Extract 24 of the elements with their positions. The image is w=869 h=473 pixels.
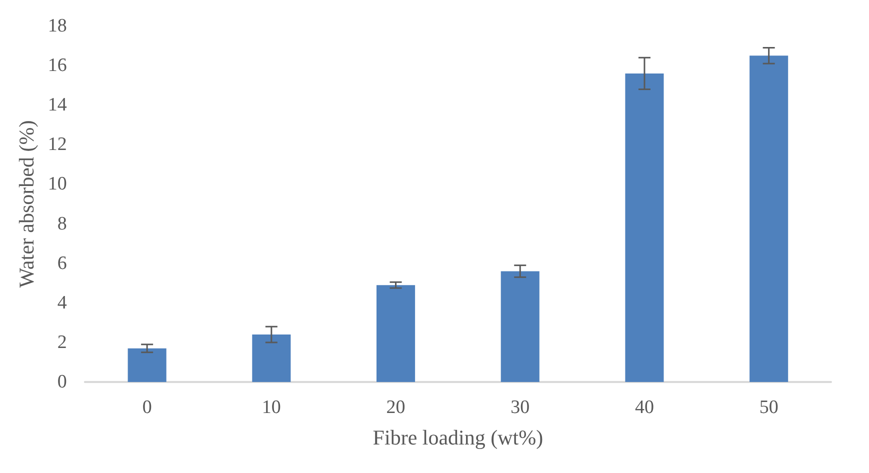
y-tick-label: 6	[57, 252, 67, 274]
y-tick-label: 18	[48, 16, 67, 36]
y-tick-label: 8	[57, 213, 67, 234]
x-tick-label: 40	[634, 397, 654, 418]
bar	[376, 285, 416, 382]
y-tick-label: 12	[48, 134, 67, 156]
y-tick-label: 14	[48, 94, 68, 116]
bar	[500, 271, 540, 382]
x-tick-label: 50	[759, 397, 778, 418]
x-axis-title: Fibre loading (wt%)	[372, 426, 544, 450]
y-tick-label: 0	[57, 372, 67, 392]
x-tick-label: 0	[142, 397, 152, 418]
x-tick-label: 30	[510, 397, 530, 418]
y-axis-title: Water absorbed (%)	[14, 120, 38, 288]
x-tick-label: 20	[386, 397, 406, 418]
bar	[625, 73, 664, 382]
y-tick-label: 4	[57, 292, 68, 314]
bar	[252, 334, 291, 382]
y-tick-label: 10	[48, 174, 67, 195]
bar	[128, 348, 166, 382]
bar	[750, 56, 788, 382]
y-tick-label: 2	[57, 332, 67, 353]
x-tick-label: 10	[262, 397, 281, 418]
y-tick-label: 16	[48, 55, 67, 76]
